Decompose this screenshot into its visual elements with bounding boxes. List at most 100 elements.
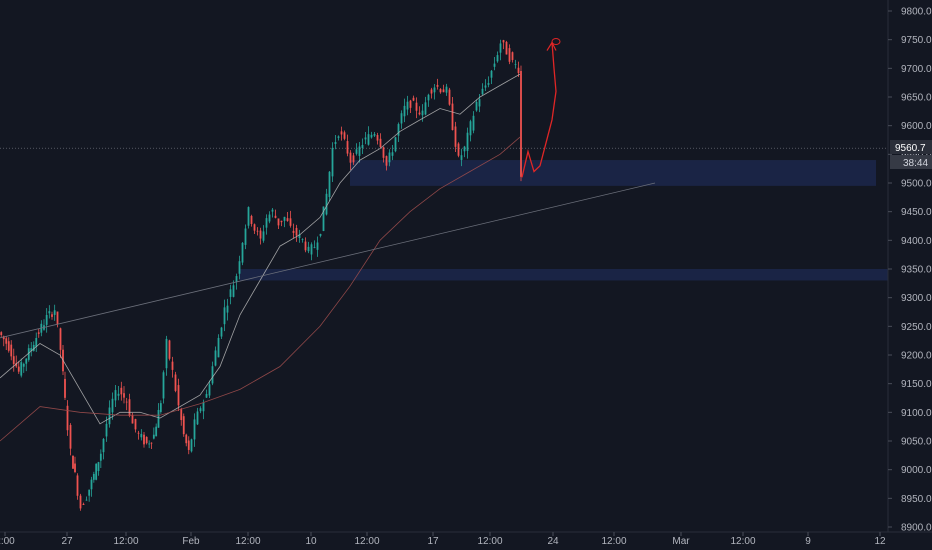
candle-body xyxy=(400,113,403,124)
x-tick-label: 12:00 xyxy=(354,536,379,547)
y-tick-label: 9000.0 xyxy=(901,465,932,476)
candle-body xyxy=(177,385,180,406)
candle-body xyxy=(481,88,484,95)
candle-body xyxy=(143,434,145,445)
x-tick-label: 10 xyxy=(305,536,317,547)
candle-body xyxy=(17,366,20,372)
candle-body xyxy=(2,336,5,340)
candle-body xyxy=(265,218,268,228)
candle-body xyxy=(319,233,322,236)
candle-body xyxy=(131,415,134,424)
y-tick-label: 9350.0 xyxy=(901,265,932,276)
candle-body xyxy=(355,149,358,154)
candle-body xyxy=(182,416,185,435)
candle-body xyxy=(244,228,247,245)
candle-body xyxy=(145,436,148,444)
candle-body xyxy=(262,231,265,241)
y-tick-label: 9150.0 xyxy=(901,379,932,390)
candle-body xyxy=(45,314,48,325)
y-tick-label: 8950.0 xyxy=(901,494,932,505)
candle-body xyxy=(97,462,100,471)
y-tick-label: 9400.0 xyxy=(901,236,932,247)
candle-body xyxy=(451,103,454,130)
candle-body xyxy=(165,338,168,369)
candle-body xyxy=(217,337,220,358)
candle-body xyxy=(171,361,174,370)
candle-body xyxy=(418,112,421,115)
candle-body xyxy=(511,52,514,60)
candle-body xyxy=(307,246,310,252)
candle-body xyxy=(223,307,226,325)
candle-body xyxy=(313,247,316,248)
candle-body xyxy=(322,206,325,231)
candle-body xyxy=(79,495,82,509)
x-tick-label: 9 xyxy=(805,536,811,547)
candle-body xyxy=(162,372,165,399)
current-price-label: 9560.7 xyxy=(895,143,926,154)
candle-body xyxy=(123,393,125,398)
x-tick-label: 12:00 xyxy=(113,536,138,547)
candle-body xyxy=(502,40,505,43)
projection-drawing xyxy=(521,42,557,178)
candle-body xyxy=(48,311,51,314)
x-tick-label: Feb xyxy=(182,536,200,547)
candle-body xyxy=(490,70,493,78)
candle-body xyxy=(436,84,439,87)
candle-body xyxy=(406,101,409,110)
x-tick-label: 12:00 xyxy=(477,536,502,547)
candle-body xyxy=(190,439,193,452)
candle-body xyxy=(373,133,376,136)
y-tick-label: 9250.0 xyxy=(901,322,932,333)
candle-body xyxy=(433,87,436,93)
current-price-badge xyxy=(890,140,932,154)
trendline xyxy=(0,182,656,339)
candle-body xyxy=(280,220,283,223)
time-axis[interactable]: 2:00 27 12:00 Feb 12:00 10 12:00 17 12:00 24 12:00… xyxy=(0,532,886,547)
x-tick-label: 12:00 xyxy=(730,536,755,547)
candle-body xyxy=(325,193,328,215)
candle-body xyxy=(150,442,153,444)
candle-body xyxy=(448,89,451,105)
candle-body xyxy=(271,209,274,212)
candle-body xyxy=(59,328,62,350)
candle-body xyxy=(232,285,235,297)
candle-body xyxy=(180,408,183,421)
candle-body xyxy=(415,102,418,111)
candle-body xyxy=(76,475,79,496)
candle-body xyxy=(283,216,286,221)
candle-body xyxy=(517,67,520,74)
candle-body xyxy=(56,311,59,325)
candle-body xyxy=(157,409,160,428)
candle-body xyxy=(247,207,250,226)
candle-body xyxy=(140,433,143,438)
candle-body xyxy=(5,338,8,344)
candle-body xyxy=(379,138,382,147)
candle-body xyxy=(152,434,155,439)
candle-body xyxy=(10,344,13,357)
candle-body xyxy=(331,147,334,177)
y-tick-label: 9700.0 xyxy=(901,64,932,75)
candle-body xyxy=(168,340,171,359)
candle-body xyxy=(304,241,307,251)
candle-body xyxy=(35,337,38,347)
candle-body xyxy=(385,156,388,166)
x-tick-label: 12:00 xyxy=(601,536,626,547)
candle-body xyxy=(32,344,35,351)
candle-body xyxy=(25,358,28,364)
y-tick-label: 8900.0 xyxy=(901,523,932,534)
candle-body xyxy=(346,141,349,154)
candle-body xyxy=(253,224,256,231)
candle-body xyxy=(241,242,244,263)
candle-body xyxy=(120,387,123,395)
candle-body xyxy=(82,503,85,505)
candle-body xyxy=(298,234,301,239)
candle-body xyxy=(430,89,433,94)
candle-body xyxy=(475,102,478,111)
candle-body xyxy=(364,137,367,140)
y-tick-label: 9100.0 xyxy=(901,408,932,419)
candle-body xyxy=(466,132,469,151)
x-tick-label: 17 xyxy=(427,536,439,547)
countdown-label: 38:44 xyxy=(903,158,928,169)
candle-body xyxy=(105,423,108,437)
